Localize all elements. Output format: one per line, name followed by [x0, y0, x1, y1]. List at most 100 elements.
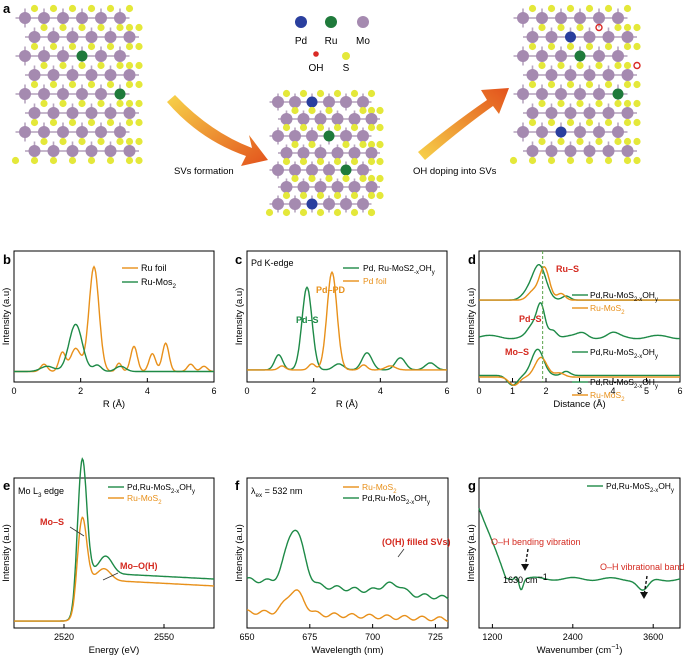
mo-atom — [19, 12, 31, 24]
panel-f-x-tick-label: 725 — [428, 632, 443, 642]
mo-atom — [104, 69, 117, 81]
mo-atom — [545, 69, 558, 81]
annotation-arrowhead — [521, 564, 529, 571]
mo-atom — [583, 145, 596, 157]
s-atom — [333, 123, 342, 132]
s-atom — [566, 156, 575, 165]
legend-label-ru-mos2: Ru-MoS2 — [127, 493, 162, 506]
legend-label-3: Pd,Ru-MoS2-xOHy — [590, 377, 658, 390]
legend-label-pd-ru-mos2-part: Pd,Ru-MoS — [127, 482, 171, 492]
mo-atom — [602, 31, 615, 43]
annotation-oh-filled-svs: (O(H) filled SVs) — [382, 537, 451, 547]
mos2-lattice-oh-doped — [509, 4, 641, 165]
s-atom — [557, 137, 565, 146]
panel-label-c: c — [235, 252, 242, 267]
mo-atom — [545, 31, 558, 43]
s-atom — [40, 61, 48, 70]
mo-atom — [272, 164, 284, 176]
oh-atom — [595, 23, 603, 32]
mo-atom — [526, 31, 539, 43]
s-atom — [623, 118, 632, 127]
ru-atom — [574, 50, 586, 62]
legend-label-pd-ru-mos2-part: Pd,Ru-MoS — [606, 481, 650, 491]
s-atom — [547, 118, 556, 127]
s-atom — [359, 140, 367, 149]
s-atom — [367, 157, 376, 166]
legend-label-ru-mos2-part: Ru-Mos — [141, 277, 173, 287]
s-atom — [49, 156, 58, 165]
legend-label-pd-ru-mos2-part: OH — [419, 263, 432, 273]
mo-atom — [564, 107, 577, 119]
chart-title-part: edge — [42, 486, 65, 496]
legend-mo-atom — [357, 16, 369, 28]
step-label-oh-doping: OH doping into SVs — [413, 166, 497, 177]
s-atom — [316, 89, 325, 98]
s-atom — [87, 118, 96, 127]
s-atom — [604, 156, 613, 165]
s-atom — [78, 137, 86, 146]
mo-atom — [57, 50, 69, 62]
mo-atom — [526, 69, 539, 81]
panel-f-x-tick-label: 650 — [239, 632, 254, 642]
s-atom — [291, 174, 299, 183]
mo-atom — [289, 130, 301, 142]
s-atom — [325, 174, 333, 183]
mo-atom — [365, 181, 378, 193]
s-atom — [333, 208, 342, 217]
s-atom — [135, 156, 143, 165]
s-atom — [97, 61, 105, 70]
s-atom — [299, 208, 308, 217]
legend-mo-label: Mo — [356, 36, 370, 47]
legend-label-pd-ru-mos2-part: y — [192, 489, 195, 495]
s-atom — [97, 137, 105, 146]
s-atom — [87, 42, 96, 51]
s-atom — [547, 156, 556, 165]
mo-atom — [28, 31, 41, 43]
s-atom — [106, 118, 115, 127]
mo-atom — [297, 181, 310, 193]
mo-atom — [593, 88, 605, 100]
mo-atom — [545, 107, 558, 119]
mo-atom — [574, 88, 586, 100]
panel-b-x-tick-label: 6 — [211, 386, 216, 396]
s-atom — [576, 137, 584, 146]
mo-atom — [331, 181, 344, 193]
chart-title-part: = 532 nm — [262, 486, 302, 496]
series-line-1 — [14, 323, 214, 373]
panel-label-f: f — [235, 478, 240, 493]
mo-atom — [555, 12, 567, 24]
legend-label-pd-ru-mos2-part: -x — [414, 270, 419, 276]
s-atom — [308, 174, 316, 183]
legend-label-ru-mos2: Ru-Mos2 — [141, 277, 177, 290]
panel-d-axes-frame — [478, 250, 681, 383]
panel-e: e 2520 2550 Energy (eV) Intensity (a.u) Mo L3… — [1, 457, 215, 656]
chart-title-part: λ — [251, 486, 256, 496]
s-atom — [49, 80, 58, 89]
s-atom — [614, 99, 622, 108]
annotation-1630: 1630 cm−1 — [503, 572, 548, 585]
chart-title-part: 3 — [38, 492, 42, 499]
legend-label-0: Pd,Ru-MoS2-xOHy — [590, 290, 658, 303]
mo-atom — [306, 164, 318, 176]
s-atom — [538, 137, 546, 146]
panel-b-x-tick-label: 2 — [78, 386, 83, 396]
mo-atom — [57, 12, 69, 24]
panel-e-x-tick-label: 2550 — [154, 632, 174, 642]
annotation-pd-s: Pd–S — [296, 315, 319, 325]
s-atom — [40, 99, 48, 108]
s-atom — [299, 89, 308, 98]
mo-atom — [76, 126, 88, 138]
s-atom — [509, 156, 518, 165]
panel-d-x-tick-label: 3 — [577, 386, 582, 396]
legend-label-ru-mos2-part: Ru-MoS — [362, 482, 394, 492]
legend-label-3-part: OH — [642, 377, 655, 387]
mo-atom — [289, 96, 301, 108]
mo-atom — [536, 88, 548, 100]
legend-label-2: Pd,Ru-MoS2-xOHy — [590, 347, 658, 360]
s-atom — [350, 89, 359, 98]
mo-atom — [114, 126, 126, 138]
s-atom — [106, 4, 115, 13]
s-atom — [585, 42, 594, 51]
s-atom — [316, 191, 325, 200]
mo-atom — [564, 145, 577, 157]
